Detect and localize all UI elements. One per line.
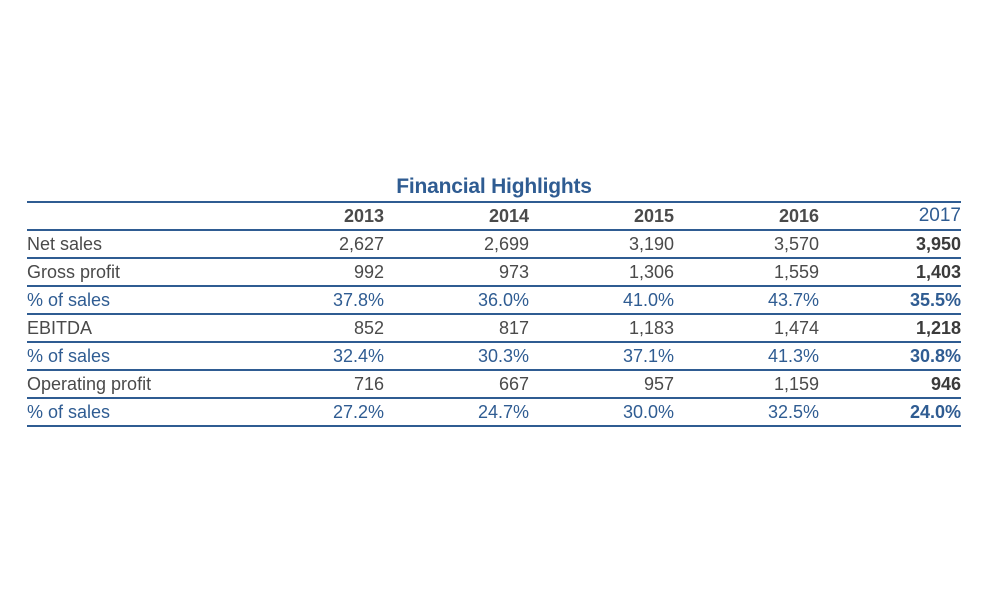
cell-percent: 30.0%	[529, 398, 674, 427]
table-row-ebitda: EBITDA 852 817 1,183 1,474 1,218	[27, 314, 961, 343]
cell-percent: 27.2%	[239, 398, 384, 427]
cell-value: 2,699	[384, 230, 529, 259]
header-row: 2013 2014 2015 2016 2017	[27, 202, 961, 231]
financial-highlights-table: 2013 2014 2015 2016 2017 Net sales 2,627…	[27, 201, 961, 427]
cell-percent: 37.8%	[239, 286, 384, 315]
row-label: % of sales	[27, 398, 239, 427]
column-header: 2013	[239, 202, 384, 231]
table-title: Financial Highlights	[396, 175, 592, 198]
cell-value: 1,306	[529, 258, 674, 287]
cell-percent: 41.3%	[674, 342, 819, 371]
cell-value: 1,474	[674, 314, 819, 343]
row-label: % of sales	[27, 342, 239, 371]
cell-value: 667	[384, 370, 529, 399]
table-row-gross-profit: Gross profit 992 973 1,306 1,559 1,403	[27, 258, 961, 287]
column-header: 2016	[674, 202, 819, 231]
cell-percent: 32.4%	[239, 342, 384, 371]
cell-value-highlight: 3,950	[819, 230, 961, 259]
row-label: Operating profit	[27, 370, 239, 399]
cell-percent-highlight: 24.0%	[819, 398, 961, 427]
cell-percent: 37.1%	[529, 342, 674, 371]
row-label: % of sales	[27, 286, 239, 315]
cell-percent-highlight: 30.8%	[819, 342, 961, 371]
cell-value: 716	[239, 370, 384, 399]
cell-value: 1,559	[674, 258, 819, 287]
row-label: EBITDA	[27, 314, 239, 343]
cell-percent: 41.0%	[529, 286, 674, 315]
table-row-operating-profit: Operating profit 716 667 957 1,159 946	[27, 370, 961, 399]
row-label: Net sales	[27, 230, 239, 259]
cell-value: 1,183	[529, 314, 674, 343]
header-label-cell	[27, 202, 239, 231]
cell-value-highlight: 946	[819, 370, 961, 399]
table-row-net-sales: Net sales 2,627 2,699 3,190 3,570 3,950	[27, 230, 961, 259]
cell-value: 817	[384, 314, 529, 343]
cell-percent: 36.0%	[384, 286, 529, 315]
row-label: Gross profit	[27, 258, 239, 287]
cell-percent: 43.7%	[674, 286, 819, 315]
cell-value: 2,627	[239, 230, 384, 259]
cell-value-highlight: 1,218	[819, 314, 961, 343]
table-row-gross-margin: % of sales 37.8% 36.0% 41.0% 43.7% 35.5%	[27, 286, 961, 315]
financial-highlights-table-container: Financial Highlights 2013 2014 2015 2016…	[27, 172, 961, 427]
cell-percent: 30.3%	[384, 342, 529, 371]
cell-percent-highlight: 35.5%	[819, 286, 961, 315]
cell-percent: 32.5%	[674, 398, 819, 427]
column-header: 2015	[529, 202, 674, 231]
cell-percent: 24.7%	[384, 398, 529, 427]
cell-value: 992	[239, 258, 384, 287]
column-header: 2014	[384, 202, 529, 231]
cell-value: 852	[239, 314, 384, 343]
cell-value: 1,159	[674, 370, 819, 399]
cell-value: 957	[529, 370, 674, 399]
cell-value: 3,190	[529, 230, 674, 259]
table-row-ebitda-margin: % of sales 32.4% 30.3% 37.1% 41.3% 30.8%	[27, 342, 961, 371]
cell-value: 3,570	[674, 230, 819, 259]
column-header-highlight: 2017	[819, 202, 961, 231]
cell-value-highlight: 1,403	[819, 258, 961, 287]
table-row-operating-margin: % of sales 27.2% 24.7% 30.0% 32.5% 24.0%	[27, 398, 961, 427]
cell-value: 973	[384, 258, 529, 287]
